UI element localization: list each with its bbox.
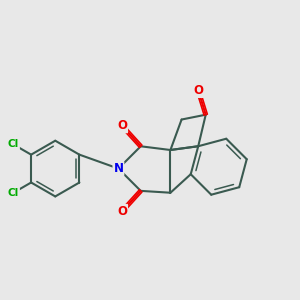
Text: O: O: [193, 84, 203, 97]
Text: O: O: [117, 205, 127, 218]
Text: N: N: [113, 162, 123, 175]
Text: Cl: Cl: [8, 140, 19, 149]
Text: Cl: Cl: [8, 188, 19, 198]
Text: O: O: [117, 119, 127, 132]
